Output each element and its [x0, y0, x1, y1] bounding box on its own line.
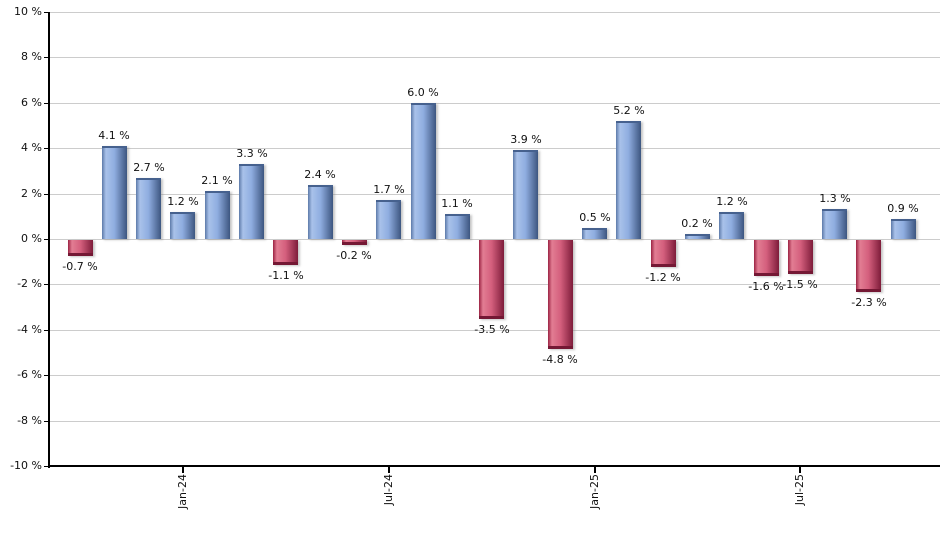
- gridline: [49, 148, 940, 149]
- y-axis-tick: [44, 330, 49, 331]
- gridline: [49, 375, 940, 376]
- bar-value-label: 5.2 %: [613, 104, 645, 117]
- y-axis-tick: [44, 466, 49, 467]
- bar-Aug-24[interactable]: [411, 103, 436, 239]
- bar-Jul-24[interactable]: [376, 200, 401, 239]
- bar-Aug-25[interactable]: [822, 209, 847, 239]
- bar-Jun-24[interactable]: [342, 240, 367, 245]
- gridline: [49, 12, 940, 13]
- bar-Dec-24[interactable]: [548, 240, 573, 349]
- bar-Feb-25[interactable]: [616, 121, 641, 239]
- bar-value-label: -1.2 %: [645, 271, 681, 284]
- bar-Feb-24[interactable]: [205, 191, 230, 239]
- bar-Apr-25[interactable]: [685, 234, 710, 239]
- y-axis-tick: [44, 375, 49, 376]
- bar-value-label: -1.5 %: [782, 278, 818, 291]
- x-axis-line: [48, 465, 940, 467]
- x-axis-tick-label: Jul-24: [382, 474, 395, 506]
- x-axis-tick-label: Jul-25: [793, 474, 806, 506]
- bar-Apr-24[interactable]: [273, 240, 298, 265]
- y-axis-line: [48, 12, 50, 468]
- bar-Nov-23[interactable]: [102, 146, 127, 239]
- y-axis-tick-label: -8 %: [17, 414, 42, 427]
- bar-value-label: -1.1 %: [268, 269, 304, 282]
- bar-Jan-25[interactable]: [582, 228, 607, 239]
- y-axis-tick: [44, 194, 49, 195]
- x-axis-tick: [388, 467, 390, 473]
- y-axis-tick-label: -10 %: [10, 459, 42, 472]
- y-axis-tick-label: 0 %: [21, 232, 42, 245]
- bar-Oct-23[interactable]: [68, 240, 93, 256]
- bar-Dec-23[interactable]: [136, 178, 161, 239]
- y-axis-tick-label: 4 %: [21, 141, 42, 154]
- x-axis-tick: [799, 467, 801, 473]
- y-axis-tick-label: -6 %: [17, 368, 42, 381]
- bar-value-label: 0.2 %: [681, 217, 713, 230]
- bar-Jan-24[interactable]: [170, 212, 195, 239]
- bar-value-label: 1.7 %: [373, 183, 405, 196]
- x-axis-tick: [182, 467, 184, 473]
- bar-Oct-24[interactable]: [479, 240, 504, 319]
- bar-value-label: -2.3 %: [851, 296, 887, 309]
- bar-value-label: 4.1 %: [98, 129, 130, 142]
- bar-value-label: 0.9 %: [887, 202, 919, 215]
- y-axis-tick-label: 2 %: [21, 187, 42, 200]
- bar-value-label: 3.9 %: [510, 133, 542, 146]
- bar-value-label: 1.1 %: [441, 197, 473, 210]
- gridline: [49, 330, 940, 331]
- bar-Jun-25[interactable]: [754, 240, 779, 276]
- gridline: [49, 194, 940, 195]
- bar-May-24[interactable]: [308, 185, 333, 239]
- x-axis-tick: [594, 467, 596, 473]
- y-axis-tick-label: 10 %: [14, 5, 42, 18]
- y-axis-tick: [44, 284, 49, 285]
- x-axis-tick-label: Jan-25: [588, 474, 601, 509]
- y-axis-tick-label: -2 %: [17, 277, 42, 290]
- bar-value-label: 0.5 %: [579, 211, 611, 224]
- bar-Mar-25[interactable]: [651, 240, 676, 267]
- bar-value-label: -4.8 %: [542, 353, 578, 366]
- y-axis-tick: [44, 421, 49, 422]
- bar-value-label: -0.7 %: [62, 260, 98, 273]
- bar-Oct-25[interactable]: [891, 219, 916, 239]
- bar-May-25[interactable]: [719, 212, 744, 239]
- y-axis-tick-label: 8 %: [21, 50, 42, 63]
- gridline: [49, 57, 940, 58]
- y-axis-tick: [44, 148, 49, 149]
- bar-value-label: 2.1 %: [201, 174, 233, 187]
- bar-value-label: 1.2 %: [716, 195, 748, 208]
- bar-value-label: 6.0 %: [407, 86, 439, 99]
- bar-value-label: 3.3 %: [236, 147, 268, 160]
- gridline: [49, 421, 940, 422]
- bar-Sep-24[interactable]: [445, 214, 470, 239]
- bar-value-label: 1.3 %: [819, 192, 851, 205]
- x-axis-tick-label: Jan-24: [176, 474, 189, 509]
- bar-value-label: -3.5 %: [474, 323, 510, 336]
- bar-Mar-24[interactable]: [239, 164, 264, 239]
- bar-value-label: 2.7 %: [133, 161, 165, 174]
- y-axis-tick: [44, 57, 49, 58]
- bar-value-label: -1.6 %: [748, 280, 784, 293]
- bar-Nov-24[interactable]: [513, 150, 538, 239]
- bar-Jul-25[interactable]: [788, 240, 813, 274]
- y-axis-tick: [44, 239, 49, 240]
- bar-value-label: -0.2 %: [336, 249, 372, 262]
- y-axis-tick: [44, 103, 49, 104]
- y-axis-tick: [44, 12, 49, 13]
- bar-value-label: 2.4 %: [304, 168, 336, 181]
- y-axis-tick-label: 6 %: [21, 96, 42, 109]
- bar-Sep-25[interactable]: [856, 240, 881, 292]
- y-axis-tick-label: -4 %: [17, 323, 42, 336]
- gridline: [49, 239, 940, 240]
- bar-value-label: 1.2 %: [167, 195, 199, 208]
- gridline: [49, 103, 940, 104]
